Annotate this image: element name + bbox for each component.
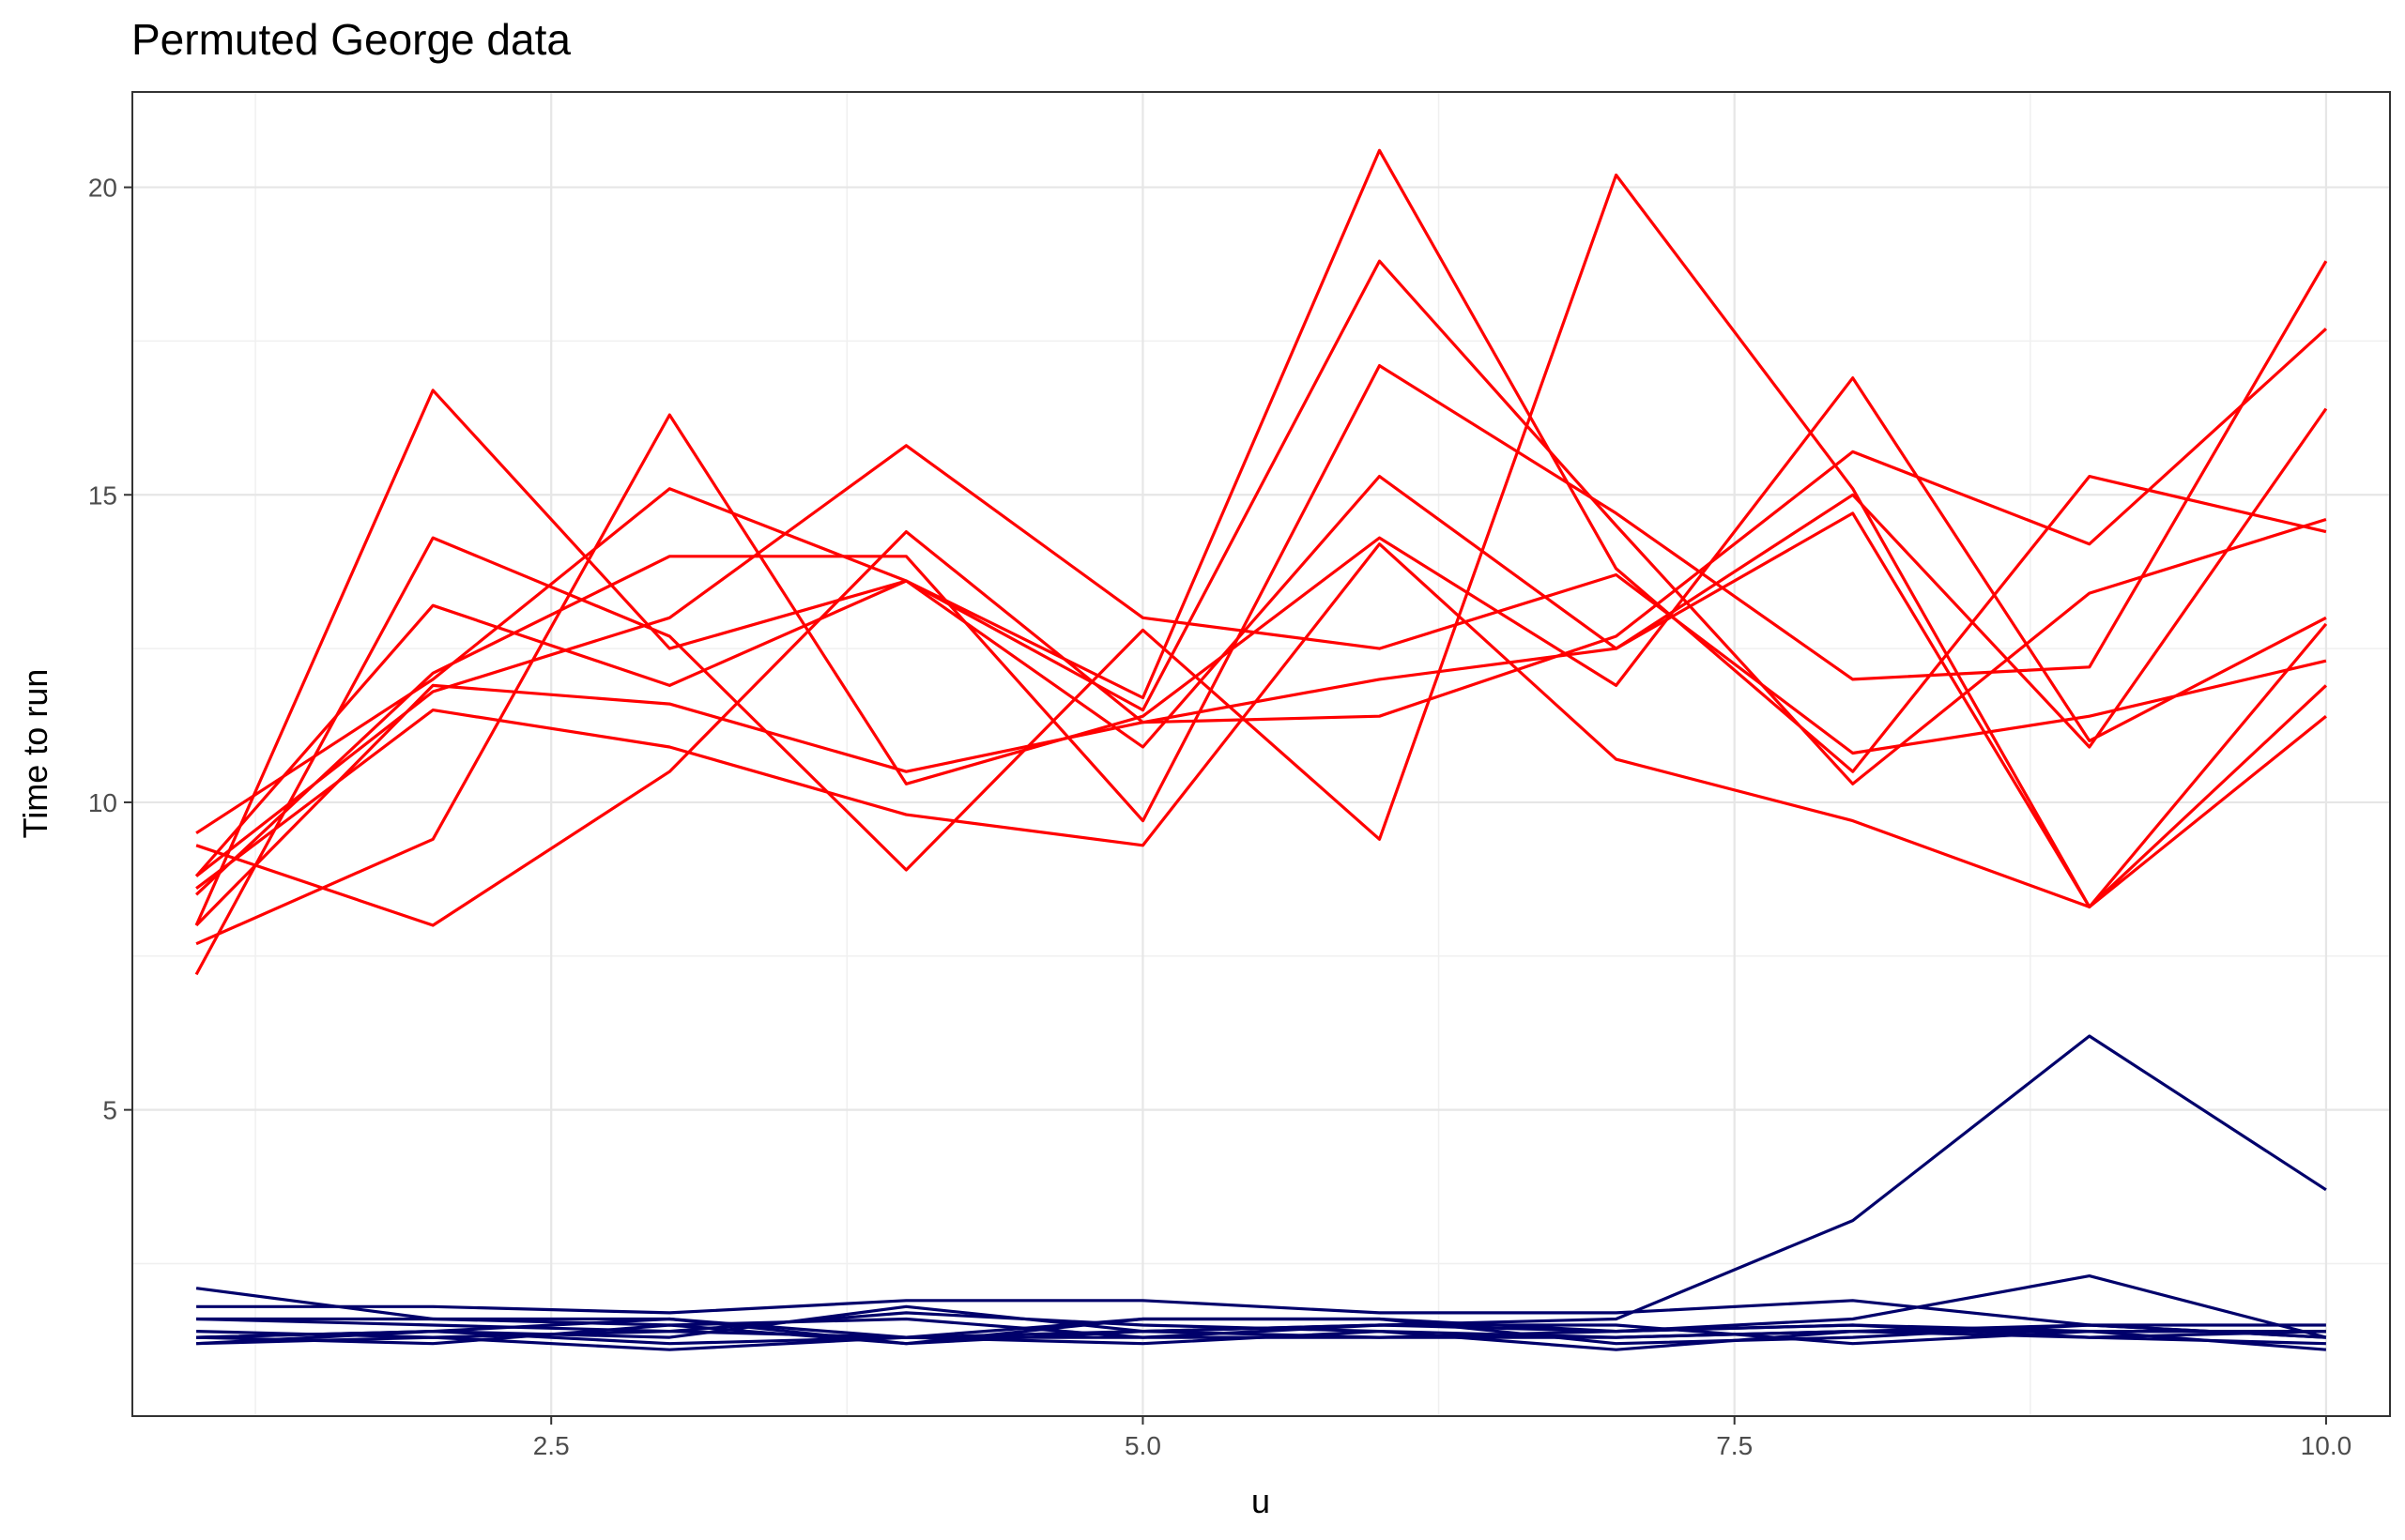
plot-panel — [132, 92, 2390, 1416]
minor-gridlines — [132, 92, 2390, 1416]
x-tick-label: 5.0 — [1125, 1431, 1161, 1460]
major-gridlines — [132, 92, 2390, 1416]
series-line-19 — [196, 1317, 2326, 1339]
y-tick-label: 5 — [102, 1096, 117, 1125]
y-axis-label: Time to run — [16, 669, 54, 839]
x-tick-label: 7.5 — [1716, 1431, 1753, 1460]
series-line-13 — [196, 1299, 2326, 1327]
y-tick-label: 10 — [88, 788, 117, 817]
x-tick-label: 2.5 — [533, 1431, 570, 1460]
series-line-4 — [195, 475, 2328, 909]
x-axis-label: u — [1251, 1482, 1270, 1520]
series-line-1 — [194, 259, 2327, 926]
y-axis-ticks: 5 10 15 20 — [88, 174, 132, 1125]
series-line-6 — [195, 376, 2327, 946]
series-line-8 — [195, 542, 2327, 909]
x-axis-ticks: 2.5 5.0 7.5 10.0 — [533, 1416, 2351, 1460]
series-lines — [194, 148, 2328, 1351]
series-line-20 — [196, 1304, 2326, 1346]
series-line-5 — [194, 328, 2327, 927]
x-tick-label: 10.0 — [2301, 1431, 2352, 1460]
panel-border — [131, 91, 2391, 1417]
series-line-10 — [195, 444, 2327, 877]
series-line-2 — [194, 173, 2327, 976]
series-line-3 — [194, 148, 2327, 877]
series-line-9 — [195, 407, 2328, 927]
chart-title: Permuted George data — [131, 15, 571, 64]
series-line-7 — [195, 260, 2328, 896]
y-tick-label: 15 — [88, 480, 117, 510]
y-tick-label: 20 — [88, 174, 117, 203]
